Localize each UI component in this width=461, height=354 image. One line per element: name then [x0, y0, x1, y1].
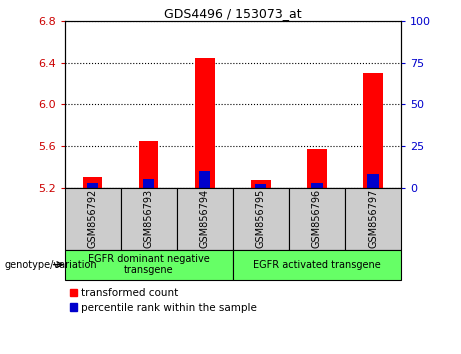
Bar: [87, 183, 98, 188]
Bar: [121, 188, 177, 250]
Text: EGFR activated transgene: EGFR activated transgene: [253, 259, 381, 270]
Bar: [289, 188, 345, 250]
Bar: [311, 183, 323, 188]
Bar: [255, 184, 266, 188]
Bar: [233, 250, 401, 280]
Bar: [139, 141, 159, 188]
Text: GSM856797: GSM856797: [368, 189, 378, 248]
Bar: [65, 250, 233, 280]
Text: GSM856796: GSM856796: [312, 189, 322, 248]
Text: GSM856794: GSM856794: [200, 189, 210, 248]
Bar: [251, 180, 271, 188]
Text: genotype/variation: genotype/variation: [5, 259, 97, 270]
Legend: transformed count, percentile rank within the sample: transformed count, percentile rank withi…: [70, 289, 257, 313]
Text: EGFR dominant negative
transgene: EGFR dominant negative transgene: [88, 254, 210, 275]
Bar: [367, 174, 378, 188]
Bar: [345, 188, 401, 250]
Bar: [195, 58, 214, 188]
Bar: [363, 73, 383, 188]
Bar: [233, 188, 289, 250]
Bar: [177, 188, 233, 250]
Bar: [307, 149, 327, 188]
Bar: [83, 177, 102, 188]
Text: GSM856793: GSM856793: [144, 189, 154, 248]
Bar: [199, 171, 210, 188]
Text: GSM856792: GSM856792: [88, 189, 98, 248]
Bar: [65, 188, 121, 250]
Text: GSM856795: GSM856795: [256, 189, 266, 248]
Title: GDS4496 / 153073_at: GDS4496 / 153073_at: [164, 7, 301, 20]
Bar: [143, 179, 154, 188]
